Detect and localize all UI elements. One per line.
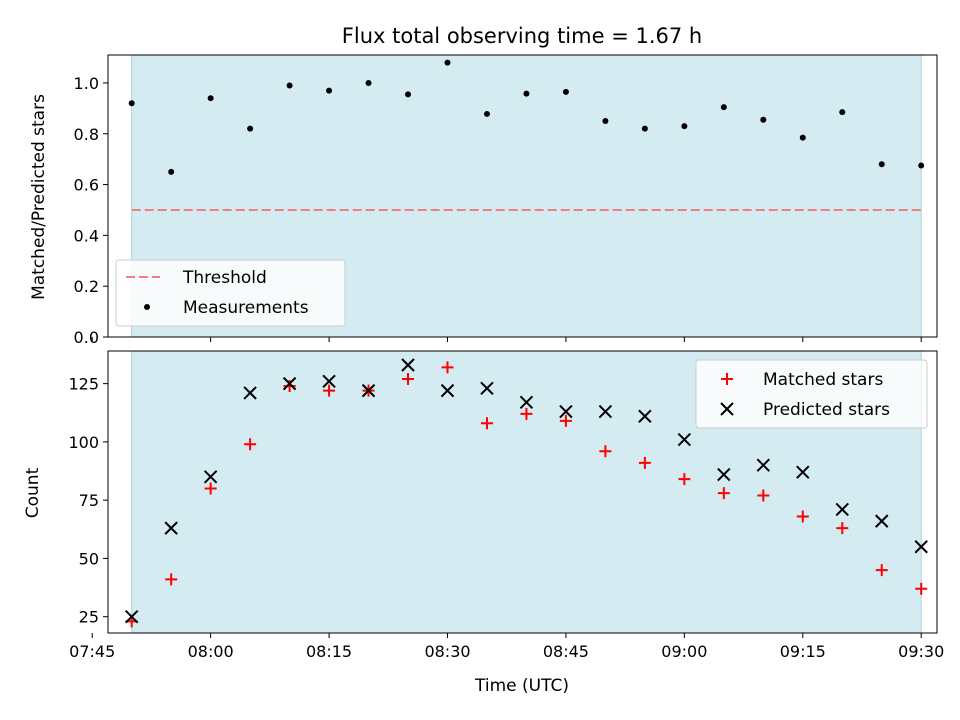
matched-star-point	[323, 384, 336, 397]
matched-star-point	[283, 379, 296, 392]
matched-star-point	[480, 417, 493, 430]
matched-star-point	[875, 564, 888, 577]
predicted-star-point	[322, 374, 336, 389]
measurement-point	[168, 168, 175, 175]
top-y-axis-label: Matched/Predicted stars	[29, 94, 49, 300]
matched-star-point	[559, 414, 572, 427]
axes-frame	[107, 350, 938, 634]
matched-star-point	[599, 445, 612, 458]
y-tick-label: 0.8	[74, 125, 99, 144]
measurement-point	[128, 100, 135, 107]
legend-threshold-label: Threshold	[182, 268, 267, 288]
y-tick-label: 50	[79, 549, 99, 568]
measurement-point	[760, 116, 767, 123]
predicted-star-point	[401, 358, 415, 372]
predicted-star-point	[480, 381, 494, 395]
legend-matched-label: Matched stars	[763, 370, 883, 390]
x-axis-label: Time (UTC)	[474, 676, 569, 696]
measurement-point	[247, 125, 254, 132]
predicted-star-point	[835, 502, 849, 517]
matched-star-point	[678, 473, 691, 486]
matched-star-point	[402, 372, 415, 385]
predicted-star-point	[677, 432, 692, 447]
matched-star-point	[244, 438, 257, 451]
chart-title: Flux total observing time = 1.67 h	[342, 24, 702, 48]
matched-star-point	[638, 456, 651, 469]
measurement-point	[641, 125, 648, 132]
matched-star-point	[204, 482, 217, 495]
y-tick-label: 1.0	[74, 74, 99, 93]
predicted-star-point	[598, 404, 613, 419]
measurement-point	[839, 109, 846, 116]
matched-star-point	[717, 487, 730, 500]
predicted-star-point	[361, 383, 376, 398]
x-tick-label: 07:45	[69, 642, 115, 661]
legend-predicted-swatch	[720, 402, 734, 416]
legend-box	[695, 359, 928, 429]
predicted-star-point	[796, 465, 810, 479]
y-tick-label: 25	[79, 608, 99, 627]
predicted-star-point	[875, 514, 889, 528]
axes-frame	[107, 54, 938, 338]
x-tick-label: 08:15	[306, 642, 352, 661]
legend-matched-swatch	[721, 373, 733, 385]
y-tick-label: 0.6	[74, 176, 99, 195]
y-tick-label: 75	[79, 491, 99, 510]
bottom-panel: 25 50 75 100 125 07:45 08:00 08:15 08:30 08:45 09:…	[68, 350, 944, 661]
top-panel: 0.0 0.2 0.4 0.6 0.8 1.0 Threshold Measurements	[74, 54, 938, 347]
measurement-point	[523, 90, 530, 97]
measurement-point	[483, 110, 490, 117]
legend-measurements-label: Measurements	[183, 298, 309, 318]
measurement-point	[405, 91, 412, 98]
matched-star-point	[757, 489, 770, 502]
measurement-point	[799, 134, 806, 141]
measurement-point	[602, 118, 609, 125]
predicted-star-point	[440, 383, 455, 398]
predicted-star-point	[638, 409, 652, 423]
predicted-star-point	[717, 467, 731, 482]
matched-star-point	[165, 573, 178, 586]
predicted-star-point	[124, 609, 139, 624]
measurement-point	[681, 123, 688, 130]
y-tick-label: 0.2	[74, 277, 99, 296]
matched-star-point	[796, 510, 809, 523]
matched-star-point	[441, 361, 454, 374]
predicted-star-point	[559, 404, 573, 419]
predicted-star-point	[243, 386, 257, 400]
predicted-star-point	[519, 395, 534, 409]
predicted-star-point	[914, 540, 928, 554]
legend-predicted-label: Predicted stars	[763, 400, 890, 420]
measurement-point	[918, 162, 925, 169]
measurement-point	[286, 82, 293, 89]
y-tick-label: 0.4	[74, 226, 99, 245]
measurement-point	[720, 104, 727, 111]
y-tick-label: 0.0	[74, 328, 99, 347]
matched-star-point	[520, 407, 533, 420]
x-tick-label: 09:15	[780, 642, 826, 661]
measurement-point	[365, 79, 372, 86]
x-tick-label: 09:00	[661, 642, 707, 661]
x-tick-label: 08:00	[188, 642, 234, 661]
measurement-point	[207, 95, 214, 102]
predicted-star-point	[164, 521, 178, 535]
x-tick-label: 08:30	[424, 642, 470, 661]
predicted-star-point	[756, 458, 771, 472]
predicted-star-point	[203, 470, 218, 484]
measurement-point	[562, 88, 569, 95]
measurement-point	[878, 161, 885, 168]
measurement-point	[444, 59, 451, 66]
measurement-point	[326, 87, 333, 94]
x-tick-label: 09:30	[898, 642, 944, 661]
bottom-y-axis-label: Count	[23, 467, 43, 518]
predicted-star-point	[282, 376, 297, 391]
matched-star-point	[836, 522, 849, 535]
x-tick-label: 08:45	[543, 642, 589, 661]
y-tick-label: 125	[68, 375, 99, 394]
y-tick-label: 100	[68, 433, 99, 452]
matched-star-point	[915, 582, 928, 595]
legend-box	[115, 259, 346, 327]
legend-measurements-swatch	[144, 304, 150, 310]
